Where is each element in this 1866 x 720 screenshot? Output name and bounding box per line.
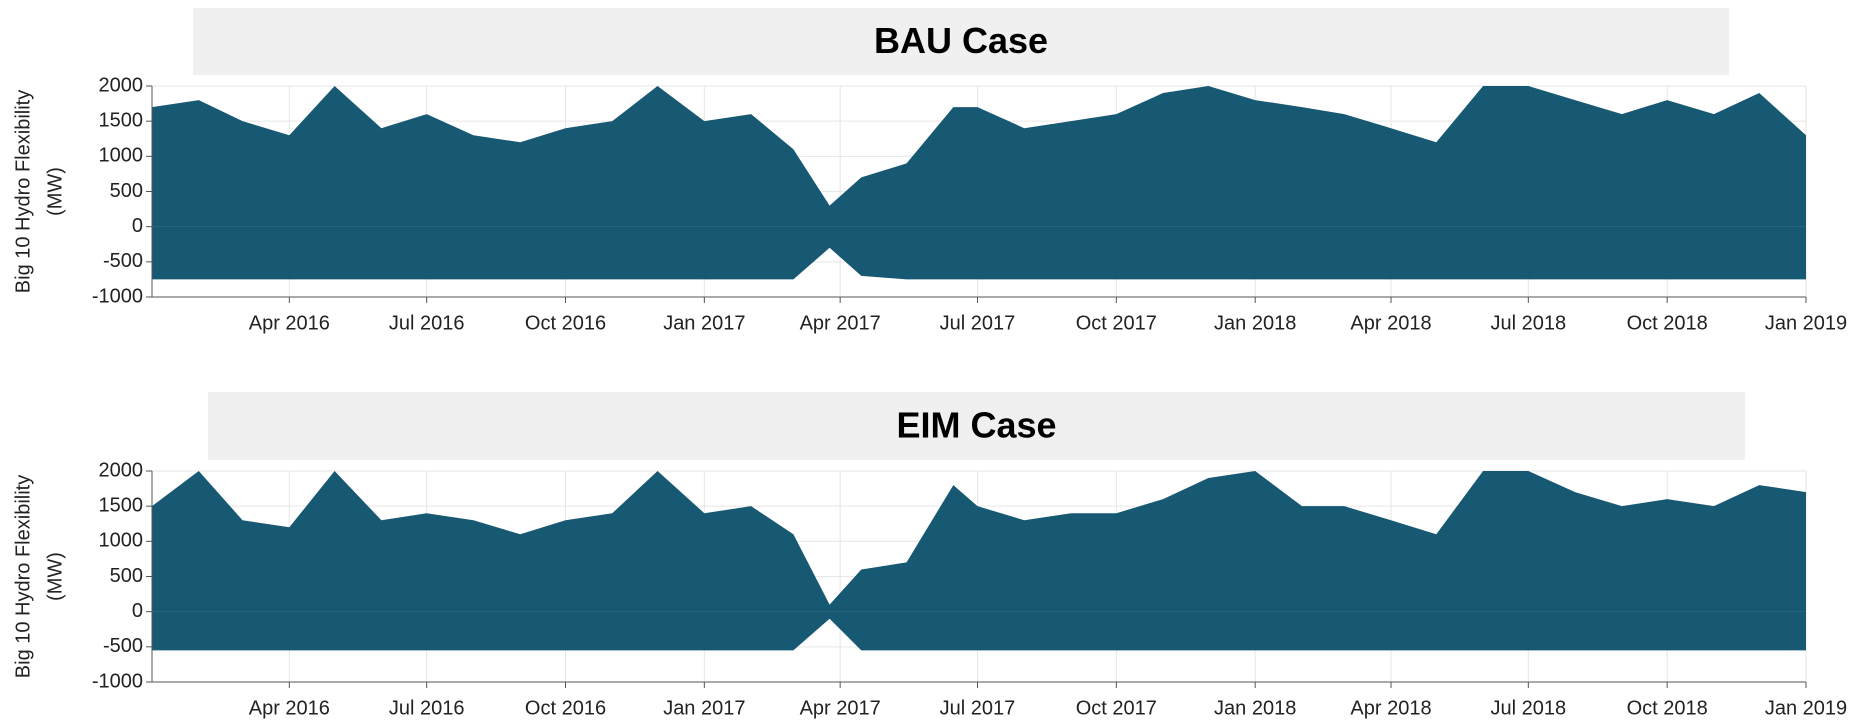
y-axis-label: Big 10 Hydro Flexibility — [12, 475, 34, 678]
flex-area — [152, 471, 1806, 612]
x-tick-label: Jul 2017 — [940, 697, 1016, 719]
y-tick-label: 0 — [132, 215, 143, 237]
y-tick-label: 500 — [110, 180, 143, 202]
title-strip — [193, 8, 1729, 75]
y-tick-label: -1000 — [92, 670, 143, 692]
flex-area — [152, 226, 1806, 280]
y-tick-label: 1500 — [99, 494, 144, 516]
x-tick-label: Apr 2018 — [1350, 697, 1431, 719]
x-tick-label: Apr 2016 — [249, 697, 330, 719]
x-tick-label: Jan 2019 — [1765, 697, 1847, 719]
y-tick-label: -500 — [103, 635, 143, 657]
x-tick-label: Jan 2018 — [1214, 312, 1296, 334]
y-tick-label: 2000 — [99, 459, 144, 481]
y-tick-label: 1500 — [99, 109, 144, 131]
x-tick-label: Apr 2016 — [249, 312, 330, 334]
x-tick-label: Oct 2016 — [525, 312, 606, 334]
x-tick-label: Jul 2016 — [389, 312, 465, 334]
x-tick-label: Jan 2017 — [663, 697, 745, 719]
y-tick-label: -500 — [103, 250, 143, 272]
x-tick-label: Jul 2017 — [940, 312, 1016, 334]
y-tick-label: 0 — [132, 600, 143, 622]
x-tick-label: Oct 2018 — [1627, 697, 1708, 719]
x-tick-label: Jul 2018 — [1491, 312, 1567, 334]
x-tick-label: Oct 2017 — [1076, 697, 1157, 719]
x-tick-label: Oct 2017 — [1076, 312, 1157, 334]
y-axis-label: (MW) — [44, 167, 66, 216]
x-tick-label: Apr 2017 — [800, 312, 881, 334]
x-tick-label: Jan 2019 — [1765, 312, 1847, 334]
y-tick-label: 1000 — [99, 145, 144, 167]
flex-area — [152, 86, 1806, 227]
x-tick-label: Apr 2017 — [800, 697, 881, 719]
x-tick-label: Oct 2018 — [1627, 312, 1708, 334]
y-axis-label: Big 10 Hydro Flexibility — [12, 90, 34, 293]
y-axis-label: (MW) — [44, 552, 66, 601]
y-tick-label: -1000 — [92, 285, 143, 307]
y-tick-label: 2000 — [99, 74, 144, 96]
x-tick-label: Jul 2018 — [1491, 697, 1567, 719]
panel-title: BAU Case — [874, 20, 1048, 61]
x-tick-label: Jan 2017 — [663, 312, 745, 334]
x-tick-label: Oct 2016 — [525, 697, 606, 719]
y-tick-label: 1000 — [99, 530, 144, 552]
x-tick-label: Apr 2018 — [1350, 312, 1431, 334]
y-tick-label: 500 — [110, 565, 143, 587]
panel-title: EIM Case — [896, 405, 1056, 446]
flex-area — [152, 611, 1806, 651]
title-strip — [208, 392, 1745, 460]
x-tick-label: Jul 2016 — [389, 697, 465, 719]
x-tick-label: Jan 2018 — [1214, 697, 1296, 719]
